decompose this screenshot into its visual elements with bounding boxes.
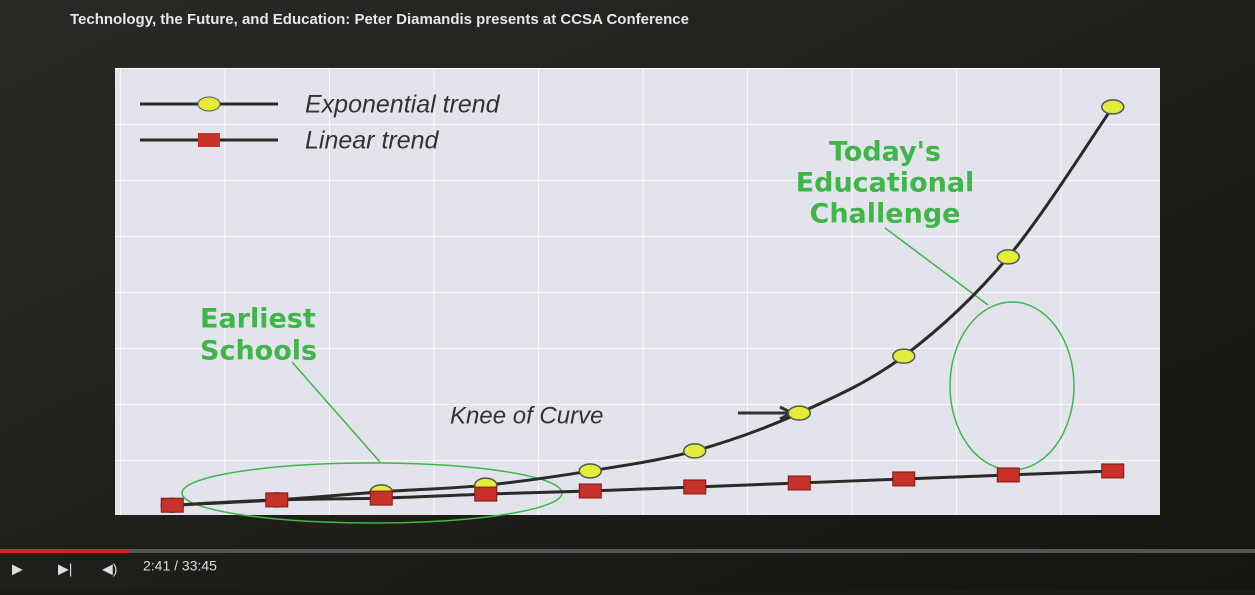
video-title: Technology, the Future, and Education: P… (70, 11, 689, 28)
annotation: Knee of Curve (450, 402, 603, 429)
point (997, 468, 1019, 482)
grid (115, 68, 1160, 515)
legend-marker (198, 97, 220, 111)
point (684, 480, 706, 494)
annotation: Earliest (200, 304, 316, 335)
legend-marker (198, 133, 220, 147)
point (1102, 100, 1124, 114)
annotation: Educational (796, 168, 975, 199)
point (788, 476, 810, 490)
annotation: Schools (200, 336, 317, 367)
point (893, 472, 915, 486)
point (579, 464, 601, 478)
legend-label: Linear trend (305, 127, 440, 155)
point (266, 493, 288, 507)
screen: Technology, the Future, and Education: P… (0, 0, 1255, 590)
volume-button[interactable]: ◀) (102, 561, 117, 577)
progress-track (0, 549, 1255, 553)
point (1102, 464, 1124, 478)
next-button[interactable]: ▶| (58, 561, 72, 577)
point (579, 484, 601, 498)
point (161, 498, 183, 512)
progress-played[interactable] (0, 549, 130, 553)
point (788, 406, 810, 420)
point (684, 444, 706, 458)
point (475, 487, 497, 501)
play-button[interactable]: ▶ (12, 561, 23, 577)
annotation: Today's (829, 137, 941, 168)
point (370, 491, 392, 505)
point (997, 250, 1019, 264)
annotation: Challenge (810, 199, 961, 230)
point (893, 349, 915, 363)
legend-label: Exponential trend (305, 91, 501, 119)
time-display: 2:41 / 33:45 (143, 558, 217, 574)
